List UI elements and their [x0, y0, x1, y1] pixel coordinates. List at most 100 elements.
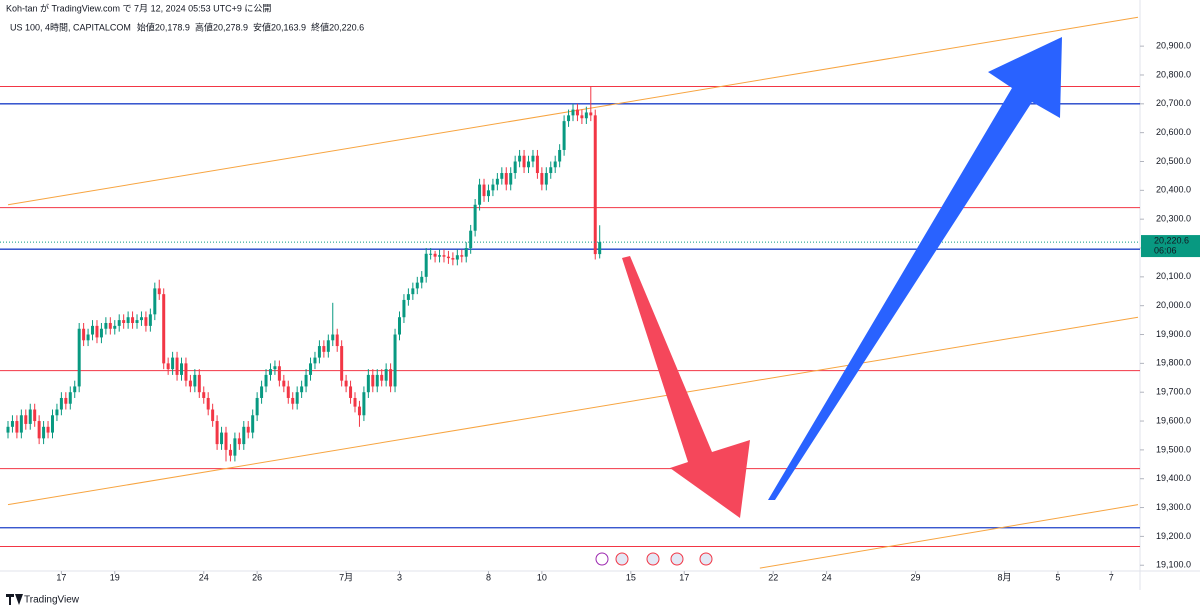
candle-body — [113, 325, 117, 329]
x-tick-label: 5 — [1055, 572, 1060, 582]
candle-body — [135, 320, 139, 323]
y-tick-label: 20,800.0 — [1156, 69, 1191, 79]
candle-body — [380, 374, 384, 381]
candle-body — [166, 363, 170, 370]
candle-body — [397, 317, 401, 335]
candle-body — [362, 392, 366, 416]
candle-body — [411, 288, 415, 295]
candle-body — [317, 346, 321, 358]
candle-body — [438, 255, 442, 257]
candle-body — [558, 149, 562, 162]
y-tick-label: 20,700.0 — [1156, 98, 1191, 108]
candle-body — [402, 299, 406, 318]
x-tick-label: 3 — [397, 572, 402, 582]
candle-body — [389, 369, 393, 387]
candle-body — [575, 109, 579, 116]
x-tick-label: 10 — [537, 572, 547, 582]
candle-body — [366, 374, 370, 393]
candle-body — [157, 288, 161, 295]
candle-body — [357, 406, 361, 416]
candle-body — [77, 328, 81, 387]
y-tick-label: 20,400.0 — [1156, 185, 1191, 195]
candle-body — [237, 438, 241, 445]
candle-body — [251, 415, 255, 433]
candle-body — [446, 256, 450, 259]
candle-body — [375, 374, 379, 387]
candle-body — [593, 115, 597, 255]
y-tick-label: 20,900.0 — [1156, 41, 1191, 51]
candle-body — [331, 334, 335, 341]
x-tick-label: 24 — [822, 572, 832, 582]
candle-body — [82, 328, 86, 341]
candle-body — [495, 178, 499, 185]
candle-body — [37, 421, 41, 439]
logo-icon — [6, 594, 23, 605]
event-icons — [595, 552, 713, 566]
x-tick-label: 17 — [679, 572, 689, 582]
candle-body — [513, 161, 517, 174]
candle-body — [73, 386, 77, 393]
last-price-tag — [1141, 235, 1200, 258]
candle-body — [598, 242, 602, 255]
y-tick-label: 20,600.0 — [1156, 127, 1191, 137]
event-icon — [595, 552, 609, 566]
candle-body — [371, 374, 375, 387]
candle-body — [326, 340, 330, 352]
candle-body — [549, 167, 553, 174]
candle-body — [33, 409, 37, 422]
y-tick-label: 19,500.0 — [1156, 444, 1191, 454]
candle-body — [455, 255, 459, 260]
candle-body — [464, 248, 468, 257]
candle-body — [215, 421, 219, 445]
x-tick-label: 19 — [110, 572, 120, 582]
candle-body — [188, 380, 192, 387]
candle-body — [478, 184, 482, 205]
candle-body — [282, 380, 286, 387]
legend-label: 高値 — [195, 21, 213, 32]
candle-body — [10, 421, 14, 427]
candle-body — [562, 121, 566, 150]
x-tick-label: 7月 — [339, 572, 353, 582]
candle-body — [264, 374, 268, 387]
candle-body — [429, 253, 433, 255]
candle-body — [184, 363, 188, 381]
candle-body — [86, 334, 90, 341]
candle-body — [509, 173, 513, 185]
trend-line — [759, 504, 1139, 569]
candle-body — [28, 409, 32, 424]
candle-body — [340, 346, 344, 381]
candle-body — [584, 112, 588, 119]
candle-body — [42, 426, 46, 439]
x-tick-label: 8月 — [998, 572, 1012, 582]
down-arrow — [622, 256, 750, 518]
y-tick-label: 19,900.0 — [1156, 329, 1191, 339]
candle-body — [309, 363, 313, 375]
x-tick-label: 7 — [1109, 572, 1114, 582]
legend-label: 始値 — [137, 21, 155, 32]
candle-body — [228, 449, 232, 456]
countdown: 06:06 — [1154, 245, 1177, 255]
candle-body — [482, 184, 486, 197]
y-tick-label: 19,800.0 — [1156, 358, 1191, 368]
candle-body — [567, 115, 571, 122]
candle-body — [544, 173, 548, 185]
candle-body — [19, 415, 23, 433]
candle-body — [273, 366, 277, 370]
candle-body — [518, 155, 522, 162]
candle-body — [384, 369, 388, 381]
candle-body — [59, 397, 63, 410]
candle-body — [202, 392, 206, 398]
trend-line — [7, 316, 1139, 506]
candle-body — [139, 317, 143, 321]
candle-body — [540, 173, 544, 185]
candle-body — [300, 386, 304, 393]
brand[interactable]: TradingView — [24, 595, 80, 606]
candle-body — [162, 294, 166, 364]
candle-body — [15, 421, 19, 433]
candle-body — [304, 374, 308, 387]
candle-body — [95, 325, 99, 338]
candle-body — [442, 255, 446, 257]
